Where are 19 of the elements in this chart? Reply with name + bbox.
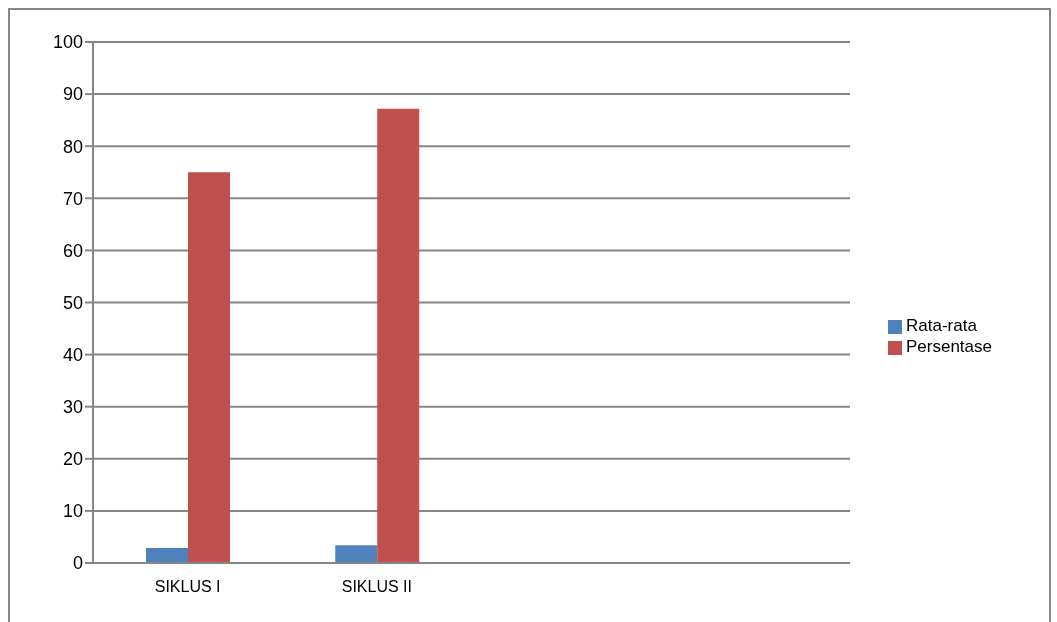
x-tick-label: SIKLUS I bbox=[154, 578, 221, 596]
bar bbox=[145, 547, 188, 563]
y-tick-label: 20 bbox=[62, 449, 83, 470]
y-tick-label: 10 bbox=[62, 501, 83, 522]
y-tick-label: 70 bbox=[62, 188, 83, 209]
y-tick-label: 100 bbox=[52, 32, 83, 53]
y-tick-label: 80 bbox=[62, 136, 83, 157]
y-tick-label: 0 bbox=[72, 553, 83, 574]
legend-label: Rata-rata bbox=[906, 316, 977, 335]
bar bbox=[377, 108, 420, 563]
bar bbox=[187, 172, 230, 563]
legend-label: Persentase bbox=[906, 337, 992, 356]
y-tick-label: 90 bbox=[62, 84, 83, 105]
y-tick-label: 50 bbox=[62, 292, 83, 313]
bar bbox=[335, 545, 378, 563]
x-tick-label: SIKLUS II bbox=[341, 578, 412, 596]
y-tick-label: 60 bbox=[62, 240, 83, 261]
y-tick-label: 40 bbox=[62, 344, 83, 365]
y-tick-label: 30 bbox=[62, 397, 83, 418]
